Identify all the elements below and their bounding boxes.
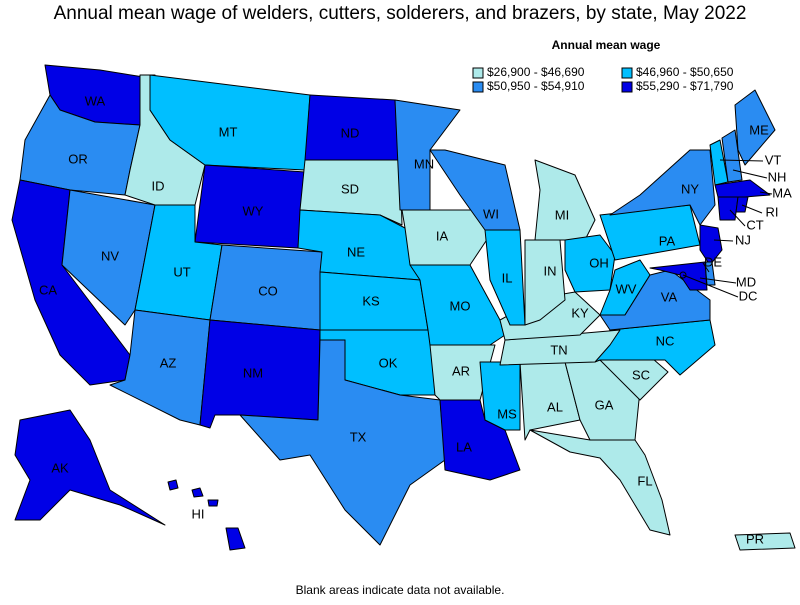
state-shape	[721, 129, 743, 183]
state-label: WY	[243, 203, 264, 218]
legend-swatch	[621, 81, 633, 93]
state-label: KS	[362, 293, 380, 308]
state-label: MT	[219, 124, 238, 139]
states	[11, 64, 796, 551]
legend-label: $26,900 - $46,690	[487, 65, 585, 79]
state-label: SC	[632, 367, 650, 382]
state-shape	[735, 196, 749, 213]
state-label: AR	[452, 363, 470, 378]
leader-line	[759, 191, 773, 195]
state-shape	[439, 399, 521, 481]
state-label: CA	[39, 282, 57, 297]
state-label: KY	[571, 305, 589, 320]
leader-line	[719, 159, 764, 162]
state-label: SD	[341, 181, 359, 196]
leader-line	[682, 274, 739, 298]
state-label: ME	[749, 122, 769, 137]
state-shape	[167, 479, 179, 491]
leader-line	[729, 209, 746, 227]
state-shape	[14, 409, 166, 526]
leader-line	[741, 204, 763, 214]
state-shape	[225, 527, 246, 551]
state-label: HI	[192, 506, 205, 521]
state-shape	[609, 149, 716, 226]
state-label: OH	[589, 255, 609, 270]
state-label: NY	[681, 181, 699, 196]
state-label: LA	[456, 439, 472, 454]
state-label: AL	[547, 399, 563, 414]
legend-swatch	[472, 67, 484, 79]
state-label: ND	[341, 125, 360, 140]
state-label: PA	[659, 233, 676, 248]
state-label: WI	[483, 206, 499, 221]
legend-swatch	[621, 67, 633, 79]
state-label: GA	[595, 397, 614, 412]
state-label: IN	[544, 263, 557, 278]
leader-line	[702, 262, 710, 273]
state-shape	[714, 179, 771, 198]
state-shape	[207, 499, 219, 507]
state-label: ID	[152, 178, 165, 193]
state-label: CO	[258, 283, 278, 298]
state-label: RI	[766, 204, 779, 219]
state-label: WV	[616, 281, 637, 296]
state-shape	[649, 261, 708, 291]
state-shape	[61, 189, 156, 326]
state-label: TN	[550, 342, 567, 357]
legend-label: $50,950 - $54,910	[487, 79, 585, 93]
state-label: OK	[379, 355, 398, 370]
state-label: VT	[765, 152, 782, 167]
state-shape	[299, 159, 403, 226]
state-shape	[429, 149, 521, 231]
state-label: NM	[243, 365, 263, 380]
state-label: WA	[85, 93, 106, 108]
state-label: NE	[347, 244, 365, 259]
state-label: IA	[436, 228, 449, 243]
state-label: VA	[661, 289, 678, 304]
state-label: DC	[739, 288, 758, 303]
state-label: AK	[51, 460, 69, 475]
legend-title: Annual mean wage	[552, 38, 661, 52]
leader-line	[732, 169, 768, 179]
state-label: NH	[768, 169, 787, 184]
state-label: DE	[704, 254, 722, 269]
state-shape	[717, 196, 739, 221]
state-label: NV	[101, 248, 119, 263]
state-label: MO	[450, 298, 471, 313]
state-label: MN	[414, 156, 434, 171]
state-label: MD	[736, 274, 756, 289]
legend: $26,900 - $46,690 $46,960 - $50,650 $50,95…	[472, 65, 734, 93]
state-label: NJ	[735, 232, 751, 247]
state-label: MS	[497, 406, 517, 421]
legend-label: $55,290 - $71,790	[636, 79, 734, 93]
footnote: Blank areas indicate data not available.	[296, 583, 505, 597]
state-shape	[529, 429, 671, 536]
state-label: CT	[746, 217, 763, 232]
state-label: OR	[68, 151, 88, 166]
leader-line	[699, 277, 737, 284]
state-labels: WA OR CA NV ID MT WY UT CO AZ NM ND SD NE KS OK TX MN IA MO…	[39, 93, 792, 546]
state-shape	[734, 532, 796, 551]
state-label: AZ	[160, 355, 177, 370]
state-label: UT	[173, 264, 190, 279]
state-shape	[699, 224, 723, 266]
state-label: TX	[350, 429, 367, 444]
legend-swatch	[472, 81, 484, 93]
state-shape	[599, 269, 711, 331]
state-shape	[191, 487, 204, 498]
legend-label: $46,960 - $50,650	[636, 65, 734, 79]
state-label: PR	[746, 531, 764, 546]
state-shape	[394, 99, 461, 211]
map-title: Annual mean wage of welders, cutters, so…	[54, 3, 747, 24]
state-label: NC	[656, 333, 675, 348]
leader-line	[713, 239, 734, 242]
state-label: MA	[772, 185, 792, 200]
state-shape	[734, 89, 776, 166]
state-label: IL	[502, 270, 513, 285]
state-label: MI	[555, 207, 569, 222]
state-label: FL	[637, 473, 652, 488]
